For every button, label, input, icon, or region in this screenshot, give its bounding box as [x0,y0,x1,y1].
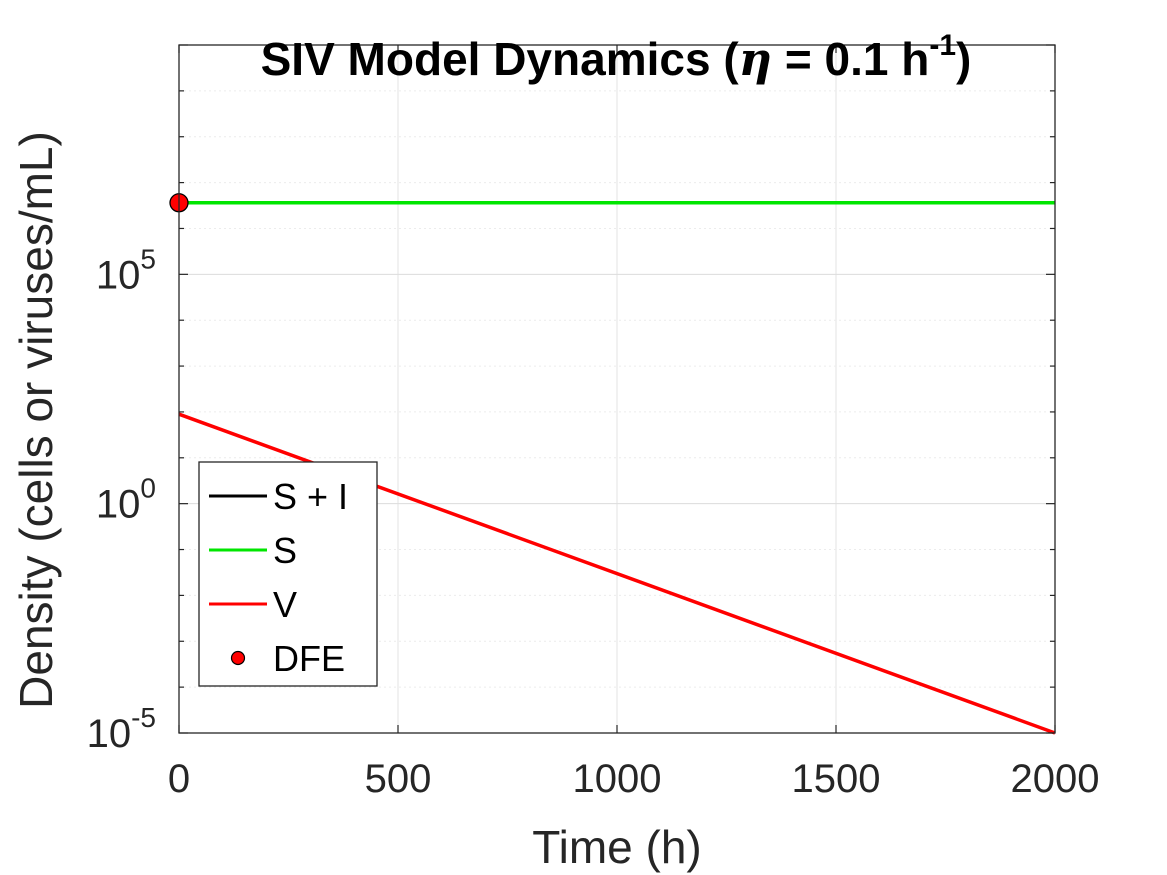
legend: S + I SV DFE [198,461,378,687]
y-tick-label: 100 [96,473,156,527]
title-exponent: -1 [929,29,956,62]
y-tick-label: 105 [96,243,156,297]
legend-label: V [273,584,297,625]
x-tick-label: 500 [365,757,432,801]
axes [178,44,1056,734]
eta-symbol: η [739,32,772,86]
axes-box [178,44,1056,734]
x-tick-label: 2000 [1011,757,1100,801]
x-axis-label: Time (h) [532,821,702,873]
x-tick-label: 0 [168,757,190,801]
legend-box [198,461,378,687]
chart-title: SIV Model Dynamics (η = 0.1 h-1) [261,29,972,86]
y-tick-label: 10-5 [87,702,156,756]
legend-label: S [273,530,297,571]
tick-labels: 0 500 1000 1500 2000 105 100 10-5 [87,243,1100,801]
legend-swatch-dfe [230,650,246,666]
y-axis-label: Density (cells or viruses/mL) [10,131,62,709]
x-tick-label: 1000 [573,757,662,801]
legend-label: S + I [273,476,348,517]
legend-label: DFE [273,638,345,679]
x-tick-label: 1500 [792,757,881,801]
